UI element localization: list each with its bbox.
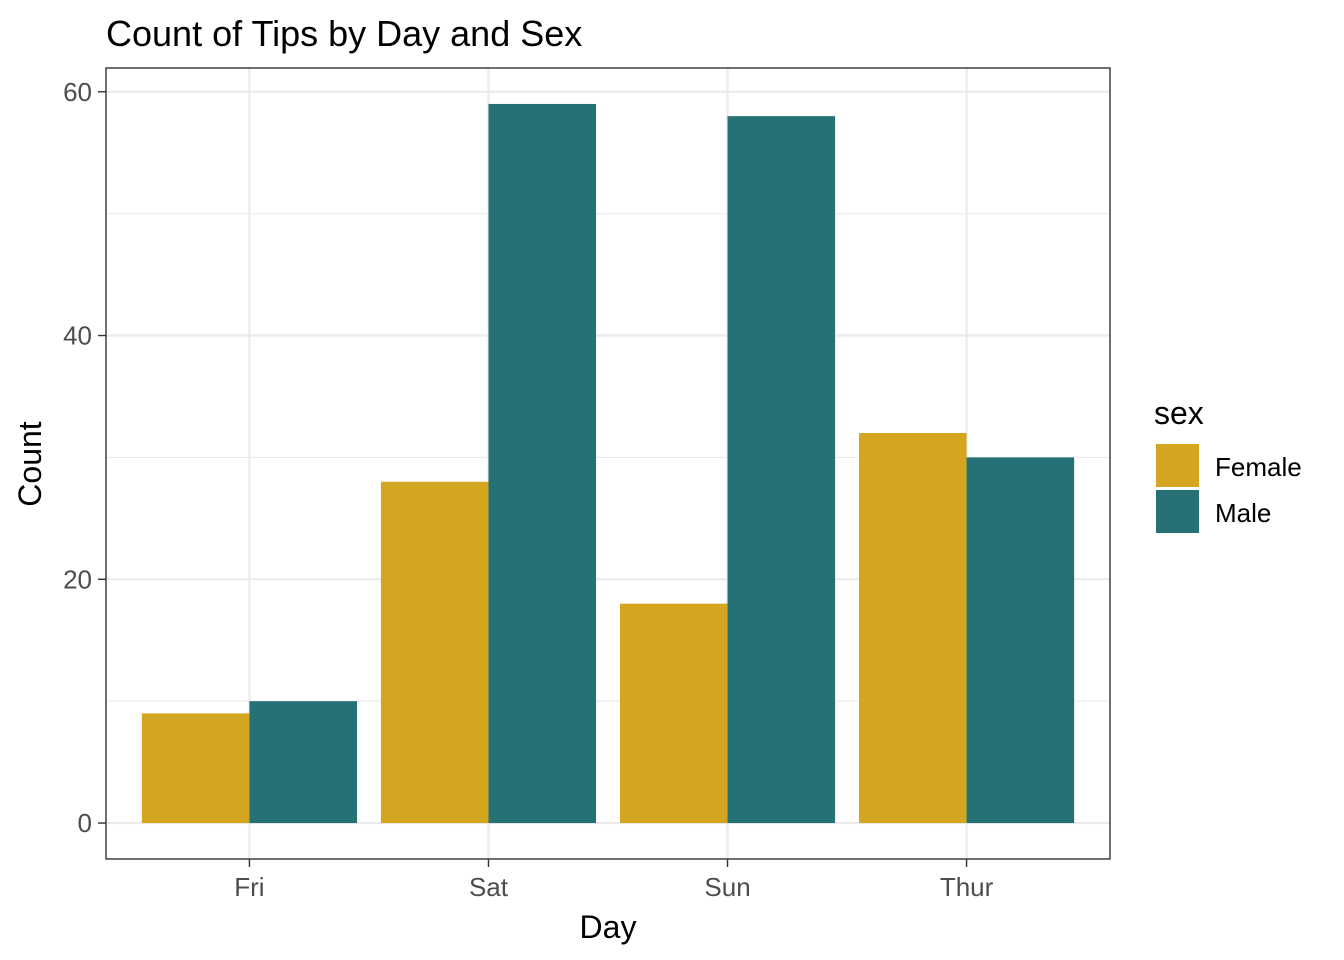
bar-female-thur: [859, 433, 967, 824]
legend-label-male: Male: [1215, 498, 1271, 528]
bar-male-sat: [488, 103, 597, 824]
legend-key-female: [1156, 444, 1199, 487]
x-tick-label: Sat: [469, 872, 509, 902]
y-tick-label: 0: [78, 808, 92, 838]
x-axis-title: Day: [580, 909, 637, 945]
bar-female-sat: [380, 481, 489, 824]
x-tick-label: Fri: [234, 872, 264, 902]
x-tick-label: Sun: [704, 872, 750, 902]
bars: [141, 103, 1075, 824]
bar-male-sun: [727, 116, 836, 824]
bar-female-sun: [619, 603, 728, 824]
y-tick-label: 40: [63, 321, 92, 351]
legend: sex Female Male: [1154, 395, 1302, 533]
bar-male-thur: [966, 457, 1075, 824]
legend-label-female: Female: [1215, 452, 1302, 482]
x-axis: Fri Sat Sun Thur: [234, 859, 994, 902]
bar-female-fri: [141, 713, 250, 824]
legend-key-male: [1156, 490, 1199, 533]
bar-male-fri: [249, 701, 357, 824]
x-tick-label: Thur: [940, 872, 994, 902]
y-axis: 0 20 40 60: [63, 77, 106, 838]
y-axis-title: Count: [12, 421, 48, 507]
legend-title: sex: [1154, 395, 1204, 431]
panel-border: [105, 67, 1111, 860]
chart-title: Count of Tips by Day and Sex: [106, 13, 582, 54]
y-tick-label: 20: [63, 564, 92, 594]
y-tick-label: 60: [63, 77, 92, 107]
